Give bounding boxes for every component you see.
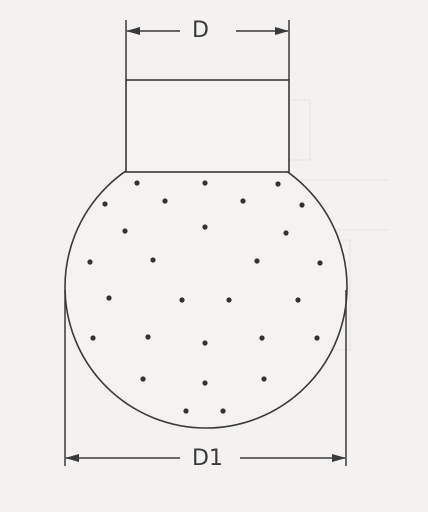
spray-hole bbox=[295, 297, 301, 303]
connector-neck bbox=[125, 79, 290, 173]
spray-hole bbox=[254, 258, 260, 264]
spray-hole bbox=[240, 198, 246, 204]
spray-hole bbox=[162, 198, 168, 204]
spray-hole bbox=[226, 297, 232, 303]
spray-hole bbox=[220, 408, 226, 414]
spray-hole bbox=[202, 180, 208, 186]
spray-hole bbox=[299, 202, 305, 208]
dimension-label-d: D bbox=[186, 20, 215, 42]
spray-hole bbox=[202, 340, 208, 346]
spray-hole bbox=[134, 180, 140, 186]
spray-hole bbox=[145, 334, 151, 340]
spray-hole bbox=[179, 297, 185, 303]
spray-hole bbox=[314, 335, 320, 341]
spray-hole bbox=[106, 295, 112, 301]
spray-holes bbox=[87, 180, 323, 414]
spray-ball-sphere bbox=[64, 145, 348, 429]
spray-hole bbox=[259, 335, 265, 341]
spray-hole bbox=[183, 408, 189, 414]
spray-hole bbox=[202, 224, 208, 230]
spray-hole bbox=[122, 228, 128, 234]
spray-hole bbox=[317, 260, 323, 266]
spray-hole bbox=[140, 376, 146, 382]
spray-hole bbox=[102, 201, 108, 207]
spray-hole bbox=[275, 181, 281, 187]
spray-hole bbox=[87, 259, 93, 265]
spray-hole bbox=[202, 380, 208, 386]
spray-hole bbox=[283, 230, 289, 236]
spray-hole bbox=[261, 376, 267, 382]
spray-hole bbox=[150, 257, 156, 263]
dimension-label-d1: D1 bbox=[186, 448, 229, 470]
spray-hole bbox=[90, 335, 96, 341]
